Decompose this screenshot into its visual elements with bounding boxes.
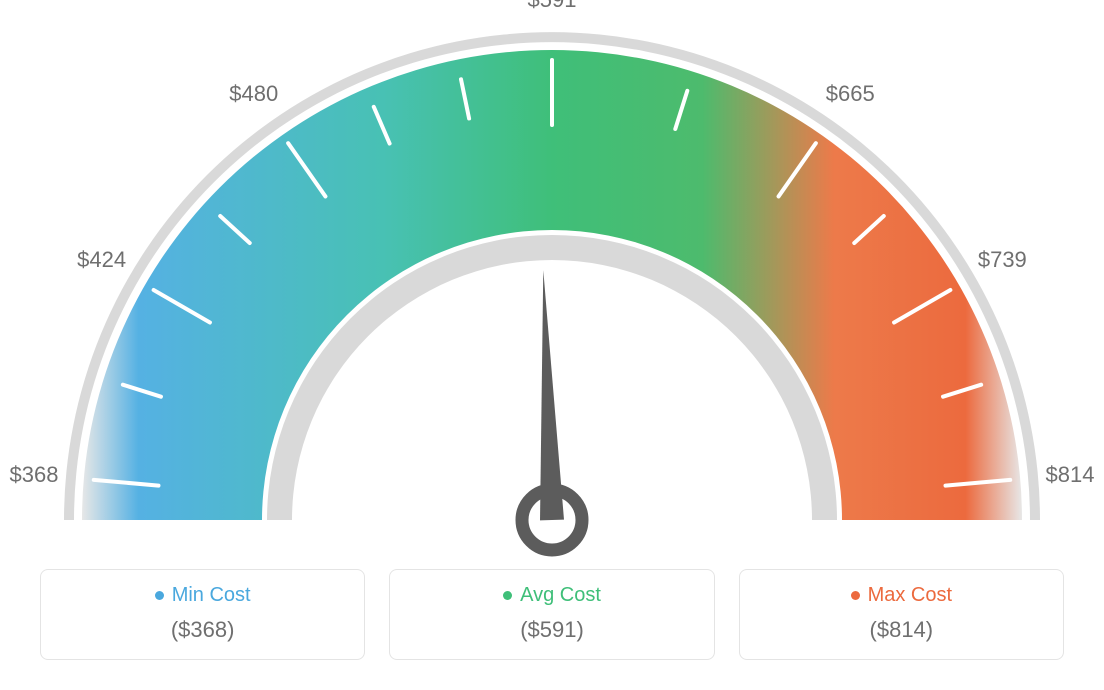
legend-value-max: ($814) [750,617,1053,643]
gauge-tick-label: $368 [9,462,58,488]
legend-value-avg: ($591) [400,617,703,643]
gauge-chart: $368 $424 $480 $591 $665 $739 $814 [0,0,1104,560]
legend-title-min: Min Cost [155,584,251,607]
gauge-tick-label: $665 [826,81,875,107]
legend-card-avg: Avg Cost ($591) [389,569,714,660]
legend-title-max: Max Cost [851,584,952,607]
gauge-tick-label: $591 [528,0,577,13]
legend-label-max: Max Cost [868,584,952,607]
dot-icon-avg [503,591,512,600]
gauge-tick-label: $480 [229,81,278,107]
legend-label-min: Min Cost [172,584,251,607]
legend-title-avg: Avg Cost [503,584,601,607]
legend-card-min: Min Cost ($368) [40,569,365,660]
gauge-tick-label: $814 [1046,462,1095,488]
gauge-tick-label: $739 [978,247,1027,273]
gauge-svg [0,0,1104,560]
gauge-needle [540,270,564,520]
legend-row: Min Cost ($368) Avg Cost ($591) Max Cost… [40,569,1064,660]
gauge-tick-label: $424 [77,247,126,273]
cost-gauge-container: $368 $424 $480 $591 $665 $739 $814 Min Cost ($… [0,0,1104,690]
legend-value-min: ($368) [51,617,354,643]
dot-icon-max [851,591,860,600]
legend-label-avg: Avg Cost [520,584,601,607]
dot-icon-min [155,591,164,600]
legend-card-max: Max Cost ($814) [739,569,1064,660]
